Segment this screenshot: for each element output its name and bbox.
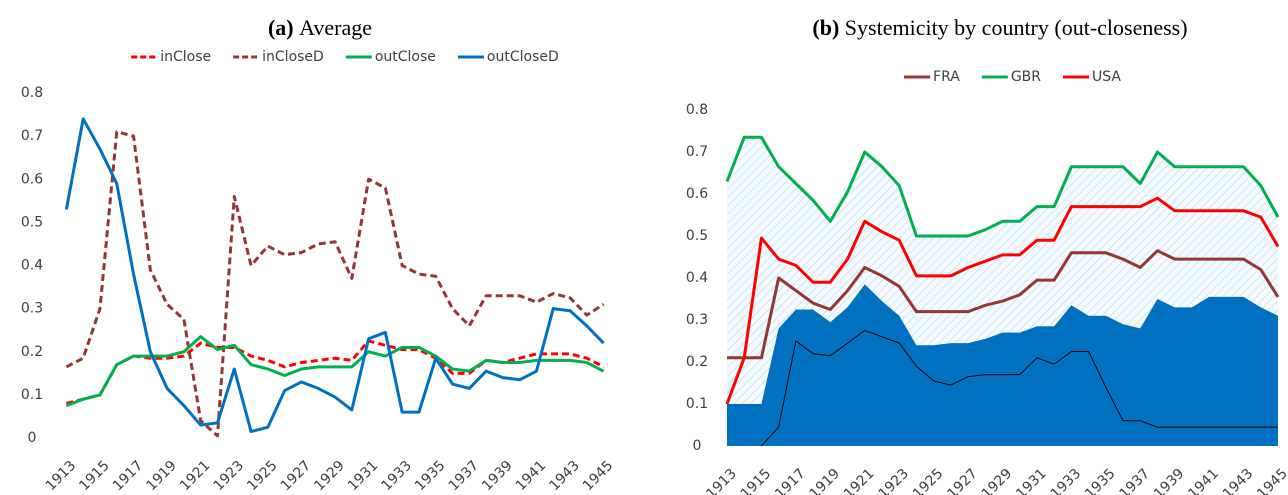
legend-label: outCloseD (487, 49, 559, 65)
y-tick-label: 0.4 (21, 258, 43, 274)
x-tick-label: 1941 (1185, 466, 1222, 495)
series-line (725, 196, 1280, 405)
y-tick-label: 0.6 (21, 171, 43, 187)
legend-label: outClose (375, 49, 436, 65)
y-tick-label: 0.2 (21, 344, 43, 360)
x-tick-label: 1943 (1220, 466, 1257, 495)
x-tick-label: 1917 (110, 458, 147, 495)
series-line (65, 335, 605, 408)
x-tick-label: 1921 (177, 458, 214, 495)
x-tick-label: 1925 (910, 466, 947, 495)
x-tick-label: 1935 (412, 458, 449, 495)
y-tick-label: 0 (28, 430, 37, 446)
x-tick-label: 1945 (580, 458, 617, 495)
y-tick-label: 0.4 (686, 270, 708, 286)
x-tick-label: 1929 (311, 458, 348, 495)
y-tick-label: 0.5 (21, 214, 43, 230)
series-line (65, 130, 605, 438)
x-tick-label: 1929 (979, 466, 1016, 495)
legend-label: USA (1092, 69, 1121, 85)
series-line (66, 339, 605, 405)
y-tick-label: 0.3 (686, 312, 708, 328)
title-text: Systemicity by country (out-closeness) (845, 15, 1188, 40)
x-tick-label: 1937 (446, 458, 483, 495)
y-tick-label: 0.8 (21, 85, 43, 101)
y-tick-label: 0.3 (21, 301, 43, 317)
chart-title: (a) Average (268, 15, 372, 40)
y-tick-label: 0.1 (686, 396, 708, 412)
x-tick-label: 1931 (345, 458, 382, 495)
x-tick-label: 1933 (1048, 466, 1085, 495)
legend: inClose inCloseD outClose outCloseD (131, 49, 559, 65)
y-tick-label: 0.1 (21, 387, 43, 403)
panel-label: (b) (812, 15, 839, 40)
series-line (727, 249, 1280, 360)
x-tick-label: 1923 (211, 458, 248, 495)
x-tick-label: 1919 (807, 466, 844, 495)
x-tick-label: 1943 (546, 458, 583, 495)
x-tick-label: 1923 (876, 466, 913, 495)
x-tick-label: 1919 (143, 458, 180, 495)
x-tick-label: 1933 (378, 458, 415, 495)
x-tick-label: 1921 (841, 466, 878, 495)
area (727, 284, 1278, 446)
x-tick-label: 1939 (479, 458, 516, 495)
x-tick-label: 1913 (703, 466, 740, 495)
legend: FRA GBR USA (904, 69, 1121, 85)
title-text: Average (299, 15, 372, 40)
series-line (761, 330, 1278, 447)
x-tick-label: 1937 (1117, 466, 1154, 495)
y-tick-label: 0.7 (686, 144, 708, 160)
legend-label: inCloseD (262, 49, 324, 65)
x-tick-label: 1945 (1254, 466, 1288, 495)
x-tick-label: 1915 (76, 458, 113, 495)
panel-label: (a) (268, 15, 294, 40)
x-tick-label: 1939 (1151, 466, 1188, 495)
x-tick-label: 1927 (944, 466, 981, 495)
legend-label: FRA (933, 69, 960, 85)
x-tick-label: 1915 (738, 466, 775, 495)
series-line (725, 135, 1280, 238)
series-line (64, 117, 605, 434)
x-tick-label: 1927 (278, 458, 315, 495)
x-tick-label: 1925 (244, 458, 281, 495)
y-tick-label: 0 (693, 438, 702, 454)
chart-title: (b) Systemicity by country (out-closenes… (812, 15, 1187, 40)
x-tick-label: 1941 (513, 458, 550, 495)
x-tick-label: 1917 (772, 466, 809, 495)
x-tick-label: 1913 (43, 458, 80, 495)
x-tick-label: 1935 (1082, 466, 1119, 495)
y-tick-label: 0.5 (686, 228, 708, 244)
legend-label: GBR (1011, 69, 1041, 85)
x-tick-label: 1931 (1013, 466, 1050, 495)
y-tick-label: 0.6 (686, 186, 708, 202)
y-tick-label: 0.8 (686, 102, 708, 118)
y-tick-label: 0.7 (21, 128, 43, 144)
legend-label: inClose (160, 49, 211, 65)
y-tick-label: 0.2 (686, 354, 708, 370)
